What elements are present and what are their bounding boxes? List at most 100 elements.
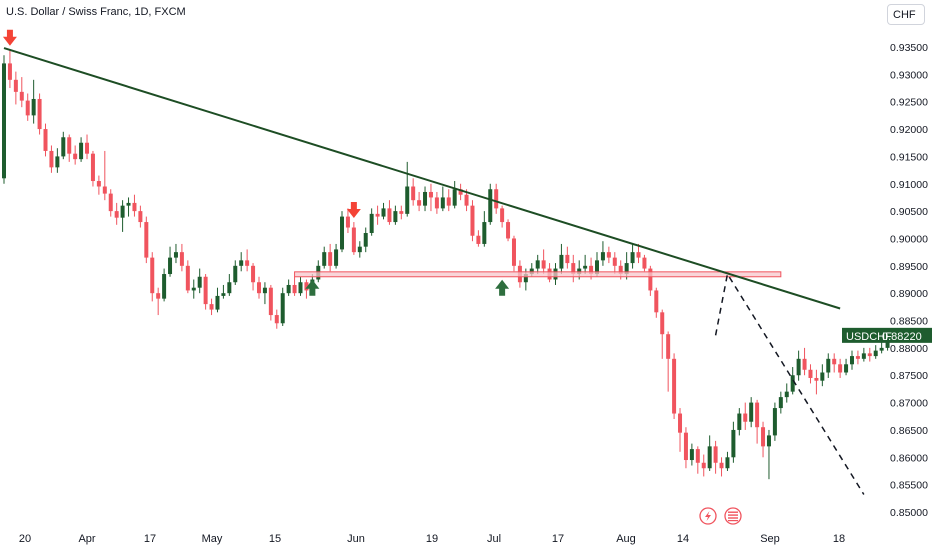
candle xyxy=(743,402,748,430)
candle-body xyxy=(814,377,819,381)
candle xyxy=(642,254,647,272)
candle-body xyxy=(476,235,481,244)
candle xyxy=(126,197,131,217)
candle xyxy=(67,134,72,162)
candle xyxy=(120,200,125,232)
y-tick-label: 0.87500 xyxy=(890,370,928,382)
candle xyxy=(630,243,635,269)
candle xyxy=(197,268,202,294)
candle xyxy=(844,358,849,376)
candle xyxy=(85,134,90,160)
candle-body xyxy=(340,216,345,250)
candle-body xyxy=(749,402,754,422)
x-tick-label: 18 xyxy=(833,533,845,545)
candle xyxy=(565,246,570,269)
candle xyxy=(102,150,107,201)
candle-body xyxy=(808,369,813,378)
candle xyxy=(114,202,119,225)
candle xyxy=(55,148,60,173)
chart-title: U.S. Dollar / Swiss Franc, 1D, FXCM xyxy=(6,6,186,18)
candle xyxy=(357,241,362,258)
candle-body xyxy=(678,413,683,433)
candle-body xyxy=(132,202,137,212)
candle xyxy=(387,200,392,225)
candle-body xyxy=(648,268,653,291)
candle-body xyxy=(334,249,339,266)
x-tick-label: 20 xyxy=(19,533,31,545)
price-axis: 0.93500 0.93000 0.92500 0.92000 0.91500 0.910… xyxy=(890,42,928,519)
arrow-down-icon xyxy=(346,202,361,219)
candle xyxy=(761,421,766,458)
drawings-layer xyxy=(2,29,865,495)
candle-body xyxy=(233,265,238,283)
candle xyxy=(749,397,754,428)
candle-body xyxy=(179,252,184,266)
candle xyxy=(796,350,801,381)
candle xyxy=(488,183,493,225)
candle xyxy=(7,49,12,89)
candle-body xyxy=(458,189,463,195)
candle xyxy=(689,443,694,466)
candle xyxy=(61,131,66,160)
candle-body xyxy=(529,268,534,275)
candle xyxy=(292,276,297,296)
candle xyxy=(446,189,451,212)
lightning-icon[interactable] xyxy=(699,507,717,525)
candle-body xyxy=(743,413,748,422)
candle xyxy=(494,183,499,214)
candle xyxy=(719,457,724,477)
candle-body xyxy=(855,356,860,359)
candle-body xyxy=(879,347,884,351)
candle xyxy=(334,243,339,269)
candle-body xyxy=(790,375,795,392)
arrow-down-marker xyxy=(346,202,361,219)
candle-body xyxy=(73,153,78,160)
candle xyxy=(393,205,398,225)
candle-body xyxy=(209,304,214,310)
candle-body xyxy=(417,200,422,206)
candle-body xyxy=(636,252,641,258)
us-flag-icon[interactable] xyxy=(724,507,742,525)
candle-body xyxy=(19,91,24,101)
candle xyxy=(423,186,428,212)
y-tick-label: 0.89000 xyxy=(890,288,928,300)
currency-button[interactable]: CHF xyxy=(887,4,925,25)
candle-body xyxy=(683,432,688,461)
candle-body xyxy=(245,260,250,266)
candle-body xyxy=(766,435,771,447)
candle-body xyxy=(494,189,499,209)
candle-body xyxy=(13,79,18,92)
candle-body xyxy=(541,260,546,269)
candle xyxy=(132,194,137,217)
candle xyxy=(666,331,671,392)
candle xyxy=(322,246,327,269)
candle-body xyxy=(126,202,131,206)
candle xyxy=(351,222,356,255)
candle-body xyxy=(731,429,736,458)
candle xyxy=(79,137,84,162)
candle xyxy=(713,440,718,474)
y-tick-label: 0.85500 xyxy=(890,480,928,492)
candle xyxy=(802,347,807,376)
candle xyxy=(654,287,659,318)
candle xyxy=(96,175,101,195)
candle xyxy=(239,252,244,272)
candle-body xyxy=(114,211,119,218)
candle-body xyxy=(286,284,291,294)
candle-body xyxy=(108,193,113,212)
candle xyxy=(695,446,700,474)
candle-body xyxy=(197,276,202,288)
candle xyxy=(340,211,345,253)
candle xyxy=(381,202,386,220)
candle xyxy=(73,145,78,165)
x-tick-label: 19 xyxy=(426,533,438,545)
candle-body xyxy=(624,263,629,275)
candle-body xyxy=(120,205,125,218)
candle-body xyxy=(470,205,475,236)
candle xyxy=(328,243,333,272)
candle-body xyxy=(832,358,837,365)
candle xyxy=(144,216,149,264)
candle-body xyxy=(90,153,95,182)
candle-body xyxy=(589,265,594,275)
